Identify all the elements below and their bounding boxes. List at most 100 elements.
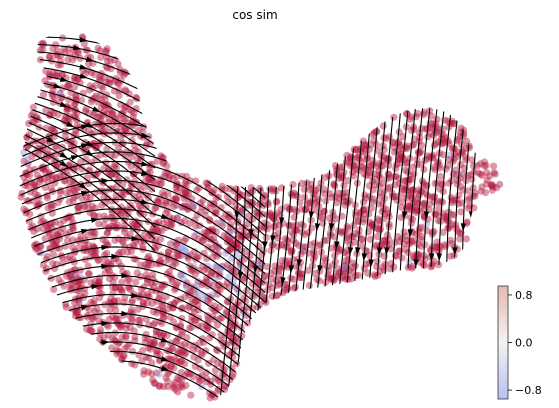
scatter-point bbox=[254, 278, 262, 286]
scatter-point bbox=[331, 162, 340, 170]
scatter-point bbox=[218, 314, 226, 322]
scatter-point bbox=[390, 113, 398, 121]
scatter-point bbox=[135, 316, 143, 324]
scatter-point bbox=[143, 299, 151, 307]
scatter-point bbox=[150, 244, 159, 252]
scatter-point bbox=[33, 171, 41, 179]
scatter-point bbox=[48, 237, 56, 245]
scatter-point bbox=[101, 96, 109, 104]
streamline-arrow bbox=[296, 259, 302, 268]
scatter-point bbox=[77, 281, 85, 289]
scatter-point bbox=[361, 247, 369, 255]
scatter-point bbox=[377, 162, 385, 170]
scatter-point bbox=[277, 205, 285, 213]
scatter-point bbox=[108, 335, 116, 343]
scatter-point bbox=[254, 303, 262, 311]
scatter-point bbox=[428, 262, 436, 270]
streamline bbox=[19, 151, 266, 227]
scatter-point bbox=[149, 270, 157, 279]
scatter-point bbox=[66, 273, 74, 281]
scatter-point bbox=[164, 383, 172, 391]
scatter-point bbox=[151, 338, 159, 347]
scatter-point bbox=[162, 374, 170, 382]
scatter-point bbox=[93, 304, 101, 313]
scatter-point bbox=[404, 248, 412, 257]
scatter-point bbox=[169, 174, 177, 182]
scatter-point bbox=[403, 194, 411, 202]
scatter-point bbox=[132, 105, 140, 113]
scatter-point bbox=[126, 323, 134, 332]
scatter-point bbox=[343, 273, 351, 281]
scatter-point bbox=[74, 49, 83, 57]
scatter-point bbox=[164, 248, 173, 256]
scatter-point bbox=[178, 244, 186, 252]
scatter-point bbox=[214, 376, 222, 384]
scatter-point bbox=[52, 238, 61, 246]
scatter-point bbox=[450, 196, 458, 204]
scatter-point bbox=[339, 189, 347, 197]
scatter-point bbox=[111, 329, 119, 337]
scatter-point bbox=[92, 142, 100, 150]
scatter-point bbox=[219, 214, 227, 223]
scatter-point bbox=[127, 162, 135, 170]
scatter-point bbox=[292, 226, 300, 234]
scatter-point bbox=[126, 98, 134, 106]
streamline-arrow bbox=[80, 190, 90, 197]
scatter-point bbox=[373, 233, 381, 241]
scatter-point bbox=[105, 79, 113, 87]
scatter-point bbox=[402, 232, 410, 240]
streamline-arrow bbox=[79, 73, 88, 79]
scatter-point bbox=[168, 220, 176, 229]
scatter-point bbox=[409, 141, 417, 149]
scatter-point bbox=[216, 286, 224, 294]
scatter-point bbox=[91, 94, 99, 102]
scatter-point bbox=[170, 364, 178, 372]
scatter-point bbox=[52, 70, 61, 78]
streamline-arrow bbox=[444, 265, 450, 274]
scatter-point bbox=[209, 282, 218, 290]
scatter-point bbox=[278, 257, 286, 265]
scatter-point bbox=[300, 193, 309, 201]
scatter-point bbox=[181, 360, 189, 368]
scatter-point bbox=[62, 112, 70, 120]
scatter-point bbox=[173, 214, 181, 222]
scatter-point bbox=[155, 382, 164, 390]
scatter-point bbox=[127, 248, 135, 256]
scatter-point bbox=[481, 189, 490, 197]
scatter-point bbox=[326, 190, 334, 198]
scatter-point bbox=[402, 185, 410, 193]
scatter-point bbox=[442, 214, 450, 222]
scatter-point bbox=[226, 223, 235, 232]
scatter-point bbox=[30, 181, 38, 189]
colorbar-tick-label: −0.8 bbox=[515, 384, 542, 397]
scatter-point bbox=[256, 184, 264, 192]
scatter-point bbox=[336, 246, 345, 254]
scatter-point bbox=[465, 144, 473, 152]
scatter-point bbox=[337, 274, 345, 282]
streamline-arrow bbox=[389, 289, 395, 298]
scatter-point bbox=[83, 193, 91, 201]
scatter-point bbox=[338, 229, 346, 237]
scatter-point bbox=[120, 225, 128, 233]
scatter-point bbox=[256, 301, 264, 309]
streamline bbox=[19, 179, 266, 256]
scatter-point bbox=[214, 286, 222, 294]
scatter-point bbox=[288, 229, 296, 237]
scatter-point bbox=[102, 48, 110, 56]
scatter-point bbox=[374, 215, 382, 223]
scatter-point bbox=[136, 316, 144, 324]
scatter-point bbox=[159, 189, 167, 197]
scatter-point bbox=[41, 235, 49, 243]
scatter-point bbox=[452, 171, 460, 179]
scatter-point bbox=[155, 227, 163, 235]
colorbar-tick-label: 0.0 bbox=[515, 337, 533, 350]
scatter-point bbox=[173, 374, 181, 382]
scatter-point bbox=[210, 186, 218, 194]
scatter-point bbox=[167, 362, 175, 370]
scatter-point bbox=[369, 195, 378, 203]
scatter-point bbox=[464, 196, 472, 204]
scatter-point bbox=[189, 373, 197, 381]
scatter-point bbox=[445, 155, 453, 164]
streamline bbox=[19, 208, 266, 284]
scatter-point bbox=[194, 253, 202, 261]
